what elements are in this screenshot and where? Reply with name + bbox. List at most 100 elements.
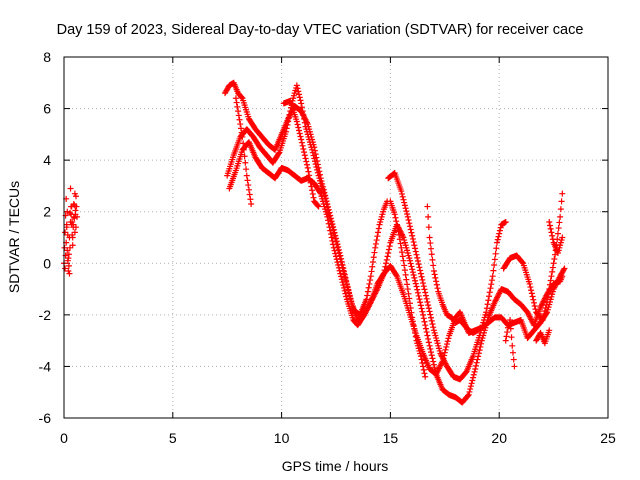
data-point: [419, 276, 426, 283]
data-point: [491, 256, 498, 263]
data-point: [544, 294, 551, 301]
data-point: [496, 230, 503, 237]
data-point: [398, 188, 405, 195]
data-point: [283, 125, 290, 132]
data-point: [333, 256, 340, 263]
data-point: [384, 253, 391, 260]
x-axis-label: GPS time / hours: [282, 458, 389, 474]
data-point: [429, 355, 436, 362]
data-point: [423, 329, 430, 336]
data-point: [297, 133, 304, 140]
data-point: [327, 227, 334, 234]
y-tick-label: -2: [39, 307, 52, 323]
plot-frame: [63, 56, 609, 419]
data-point: [294, 85, 301, 92]
data-point: [235, 108, 242, 115]
y-tick-label: 2: [43, 204, 51, 220]
data-point: [402, 205, 409, 212]
data-point: [559, 190, 566, 197]
data-point: [415, 261, 422, 268]
data-point: [420, 366, 427, 373]
x-tick-label: 5: [169, 430, 177, 446]
data-point: [295, 124, 302, 131]
data-point: [559, 234, 566, 241]
data-point: [472, 362, 479, 369]
data-point: [424, 298, 431, 305]
data-point: [475, 350, 482, 357]
data-point: [411, 242, 418, 249]
data-point: [297, 97, 304, 104]
data-point: [476, 347, 483, 354]
data-point: [71, 190, 78, 197]
data-point: [402, 271, 409, 278]
x-tick-label: 15: [383, 430, 399, 446]
data-point: [72, 207, 79, 214]
data-point: [412, 277, 419, 284]
data-point: [394, 225, 401, 232]
data-point: [549, 236, 556, 243]
data-point: [303, 161, 310, 168]
data-point: [412, 245, 419, 252]
data-point: [311, 155, 318, 162]
data-point: [333, 253, 339, 260]
data-point: [375, 225, 382, 232]
data-point: [486, 289, 493, 296]
data-point: [65, 255, 72, 262]
data-point: [421, 318, 428, 325]
data-point: [430, 324, 437, 331]
data-point: [413, 251, 420, 258]
data-point: [396, 231, 403, 238]
data-point: [489, 273, 496, 280]
data-point: [468, 380, 475, 387]
data-point: [343, 293, 350, 300]
data-point: [528, 287, 535, 294]
data-point: [406, 295, 413, 302]
data-point: [66, 244, 73, 251]
data-point: [240, 146, 247, 153]
data-point: [475, 353, 482, 360]
data-point: [467, 383, 474, 390]
data-point: [425, 213, 432, 220]
data-point: [300, 112, 307, 119]
x-tick-label: 20: [491, 430, 507, 446]
data-point: [244, 177, 251, 184]
data-point: [393, 272, 400, 279]
data-point: [418, 356, 425, 363]
data-point: [342, 290, 349, 297]
data-point: [248, 200, 255, 207]
data-point: [419, 359, 426, 366]
data-point: [70, 213, 77, 220]
data-point: [485, 297, 492, 304]
data-point: [414, 286, 421, 293]
data-point: [334, 259, 341, 266]
data-point: [314, 202, 321, 209]
data-point: [558, 198, 565, 205]
y-axis-label: SDTVAR / TECUs: [6, 181, 22, 293]
data-point: [422, 373, 429, 380]
data-point: [385, 246, 392, 253]
data-point: [296, 94, 303, 101]
data-point: [507, 325, 514, 332]
y-tick-label: -6: [39, 410, 52, 426]
data-point: [466, 388, 473, 395]
data-point: [407, 260, 414, 267]
axis-tick-labels: 0 5 10 15 20 25 -6 -4 -2 0 2 4 6 8: [39, 49, 616, 446]
data-point: [421, 286, 428, 293]
data-point: [294, 121, 301, 128]
data-point: [549, 264, 556, 271]
data-point: [293, 82, 300, 89]
data-point: [504, 329, 511, 336]
data-point: [369, 258, 376, 265]
data-point: [65, 262, 72, 269]
data-point: [493, 245, 500, 252]
data-point: [315, 203, 322, 210]
data-point: [374, 233, 381, 240]
data-point: [62, 265, 69, 272]
data-point: [548, 229, 555, 236]
data-point: [409, 232, 416, 239]
data-point: [245, 186, 252, 193]
data-point: [364, 288, 371, 295]
data-point: [428, 349, 435, 356]
data-point: [335, 262, 342, 269]
